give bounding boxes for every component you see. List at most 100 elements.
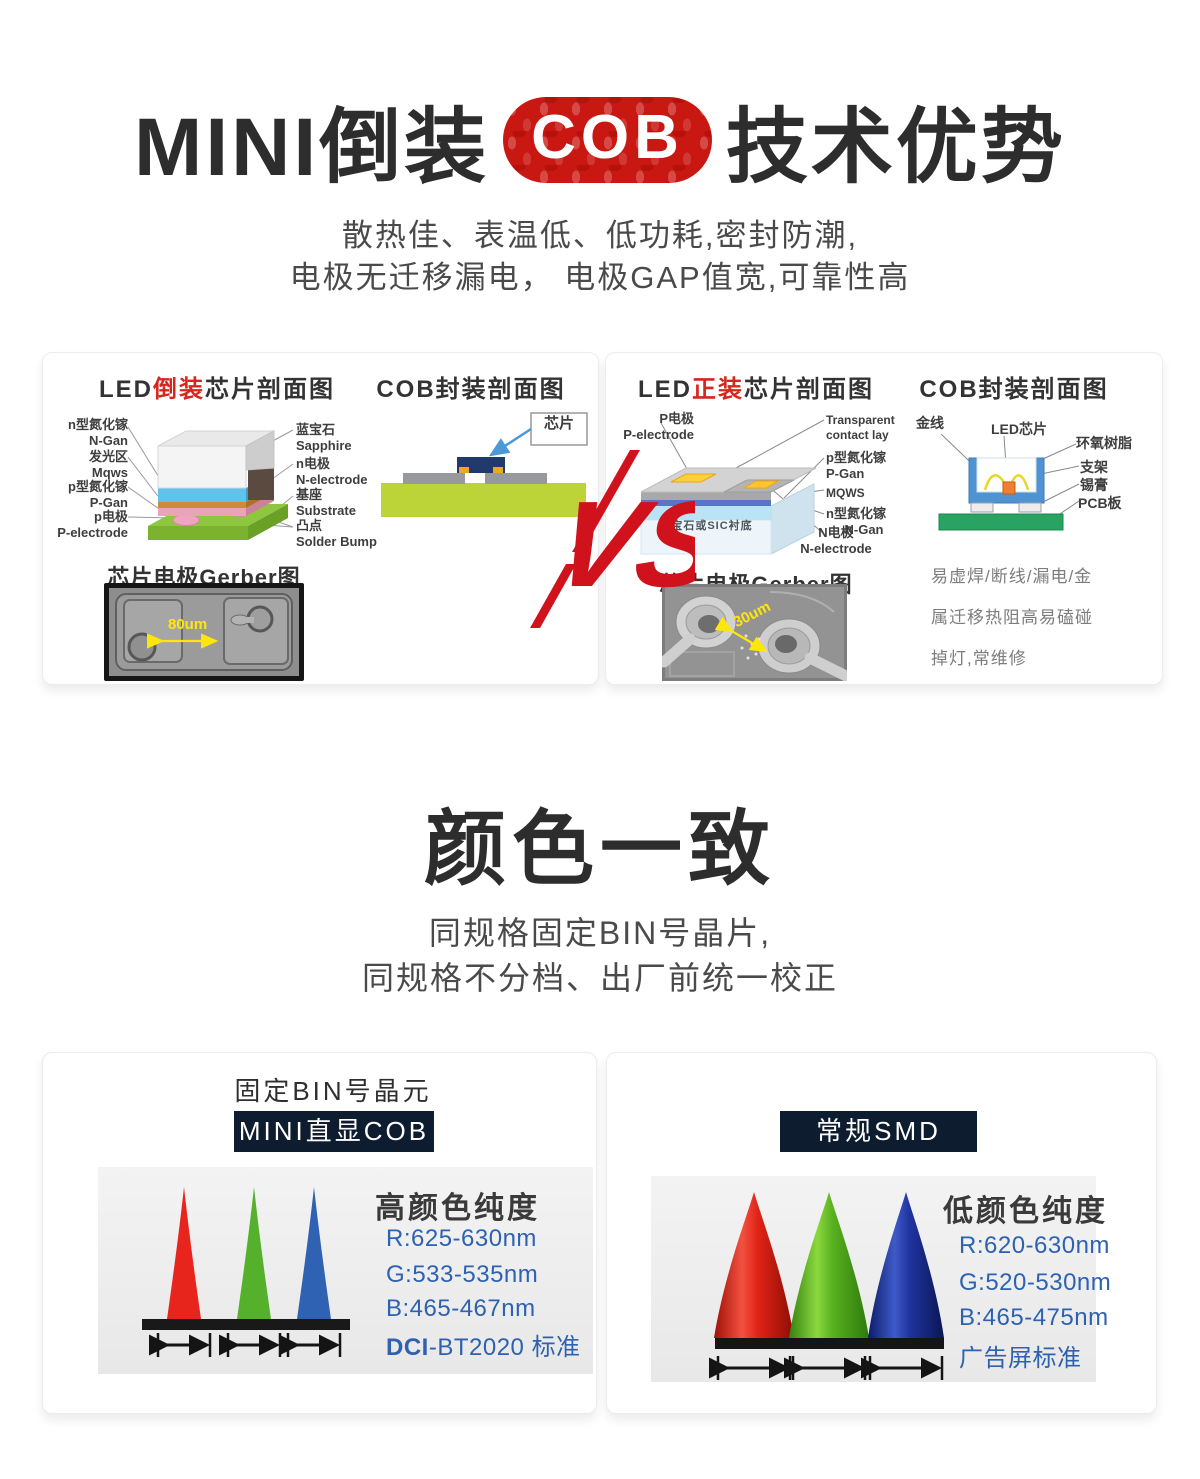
flip-chip-diagram bbox=[128, 426, 294, 540]
smd-spec-g: G:520-530nm bbox=[959, 1269, 1112, 1296]
label-face-mqws: MQWS bbox=[826, 486, 865, 500]
flip-chip-title-pre: LED bbox=[99, 376, 153, 403]
label-p-gan-cn: p型氮化镓 bbox=[68, 479, 128, 494]
title-prefix: MINI倒装 bbox=[134, 102, 490, 193]
cob-badge: COB bbox=[503, 97, 712, 183]
label-sapphire-cn: 蓝宝石 bbox=[296, 422, 336, 437]
label-substrate: 基座 Substrate bbox=[296, 487, 406, 519]
cob-standard-rest: -BT2020 标准 bbox=[428, 1334, 581, 1361]
label-sapphire-en: Sapphire bbox=[296, 438, 352, 453]
face-cob-diagram bbox=[938, 433, 1080, 531]
smd-badge: 常规SMD bbox=[780, 1111, 977, 1152]
label-face-p-gan-cn: p型氮化镓 bbox=[826, 450, 886, 465]
cob-spec-g: G:533-535nm bbox=[386, 1261, 539, 1288]
page-title: MINI倒装 COB 技术优势 bbox=[0, 80, 1200, 199]
face-gerber-image: 30um bbox=[662, 584, 847, 681]
label-bracket: 支架 bbox=[1080, 459, 1108, 475]
label-sapphire: 蓝宝石 Sapphire bbox=[296, 422, 406, 454]
face-chip-diagram bbox=[640, 419, 825, 555]
face-chip-title-pre: LED bbox=[638, 376, 692, 403]
label-substrate-en: Substrate bbox=[296, 503, 356, 518]
bin-heading: 固定BIN号晶元 bbox=[234, 1076, 432, 1106]
title-suffix: 技术优势 bbox=[725, 102, 1066, 193]
face-note-line3: 掉灯,常维修 bbox=[931, 649, 1027, 668]
flip-chip-title: LED倒装芯片剖面图 bbox=[87, 369, 347, 404]
label-epoxy: 环氧树脂 bbox=[1076, 435, 1132, 451]
cob-spectrum-chart bbox=[142, 1187, 350, 1357]
label-face-n-electrode: N电极 N-electrode bbox=[791, 525, 881, 557]
flip-gerber-measure: 80um bbox=[168, 616, 207, 633]
label-face-tcl-line2: contact lay bbox=[826, 428, 889, 442]
label-face-n-electrode-cn: N电极 bbox=[818, 525, 854, 540]
flip-cob-title: COB封装剖面图 bbox=[376, 376, 566, 403]
label-face-p-electrode-en: P-electrode bbox=[623, 427, 694, 442]
flip-gerber-image: 80um bbox=[104, 583, 304, 681]
smd-spec-b: B:465-475nm bbox=[959, 1304, 1109, 1331]
label-mqws-cn: 发光区 bbox=[88, 449, 128, 464]
label-face-tcl-line1: Transparent bbox=[826, 413, 895, 427]
cob-spectrum-area: 高颜色纯度 R:625-630nm G:533-535nm B:465-467n… bbox=[98, 1167, 593, 1374]
label-solder-bump-cn: 凸点 bbox=[296, 518, 323, 533]
section2-title: 颜色一致 bbox=[423, 804, 776, 895]
subtitle-line2: 电极无迁移漏电， 电极GAP值宽,可靠性高 bbox=[289, 260, 911, 295]
face-chip-title-em: 正装 bbox=[692, 376, 744, 403]
label-face-substrate: 蓝宝石或SIC衬底 bbox=[659, 520, 753, 532]
face-note-line1: 易虚焊/断线/漏电/金 bbox=[931, 567, 1093, 586]
face-chip-title: LED正装芯片剖面图 bbox=[626, 369, 886, 404]
label-n-electrode: n电极 N-electrode bbox=[296, 456, 406, 488]
card-regular-smd: 常规SMD bbox=[606, 1052, 1157, 1414]
section2-subtitle2: 同规格不分档、出厂前统一校正 bbox=[361, 960, 838, 996]
label-p-electrode: p电极 P-electrode bbox=[48, 509, 128, 541]
label-face-n-electrode-en: N-electrode bbox=[800, 541, 872, 556]
section2-subtitle1: 同规格固定BIN号晶片, bbox=[428, 915, 772, 951]
smd-spectrum-area: 低颜色纯度 R:620-630nm G:520-530nm B:465-475n… bbox=[651, 1176, 1111, 1382]
smd-purity-title: 低颜色纯度 bbox=[943, 1195, 1108, 1228]
face-cob-title: COB封装剖面图 bbox=[919, 376, 1109, 403]
label-face-p-electrode-cn: P电极 bbox=[659, 411, 694, 426]
smd-spec-r: R:620-630nm bbox=[959, 1232, 1110, 1259]
face-note-line2: 属迁移热阻高易磕碰 bbox=[931, 608, 1093, 627]
cob-standard: DCI-BT2020 标准 bbox=[386, 1327, 581, 1362]
label-mqws: 发光区 Mqws bbox=[48, 449, 128, 481]
label-n-gan-cn: n型氮化镓 bbox=[68, 417, 128, 432]
label-solder-bump: 凸点 Solder Bump bbox=[296, 518, 406, 550]
label-face-n-gan: n型氮化镓 N-Gan bbox=[826, 506, 936, 538]
label-pcb: PCB板 bbox=[1078, 495, 1122, 511]
label-n-gan: n型氮化镓 N-Gan bbox=[48, 417, 128, 449]
cob-purity-title: 高颜色纯度 bbox=[375, 1192, 540, 1225]
label-face-p-gan-en: P-Gan bbox=[826, 466, 865, 481]
flip-chip-title-post: 芯片剖面图 bbox=[205, 376, 335, 403]
smd-spectrum-chart bbox=[709, 1192, 944, 1380]
smd-standard: 广告屏标准 bbox=[959, 1345, 1082, 1372]
label-n-electrode-en: N-electrode bbox=[296, 472, 368, 487]
cob-spec-r: R:625-630nm bbox=[386, 1225, 537, 1252]
label-p-gan: p型氮化镓 P-Gan bbox=[48, 479, 128, 511]
face-note: 易虚焊/断线/漏电/金 属迁移热阻高易磕碰 掉灯,常维修 bbox=[931, 556, 1141, 679]
label-p-gan-en: P-Gan bbox=[89, 495, 128, 510]
label-gold-wire: 金线 bbox=[916, 415, 944, 431]
card-face-up-chip: LED正装芯片剖面图 COB封装剖面图 蓝宝石或SIC衬底 bbox=[605, 352, 1163, 685]
label-led-chip: LED芯片 bbox=[991, 421, 1047, 437]
card-mini-cob: 固定BIN号晶元 MINI直显COB 高颜色纯度 bbox=[42, 1052, 597, 1414]
label-face-p-electrode: P电极 P-electrode bbox=[606, 411, 694, 443]
face-chip-title-post: 芯片剖面图 bbox=[744, 376, 874, 403]
mini-cob-badge: MINI直显COB bbox=[234, 1111, 434, 1152]
label-solder-paste: 锡膏 bbox=[1080, 477, 1108, 493]
card-flip-chip: LED倒装芯片剖面图 COB封装剖面图 bbox=[42, 352, 599, 685]
label-p-electrode-en: P-electrode bbox=[57, 525, 128, 540]
subtitle-line1: 散热佳、表温低、低功耗,密封防潮, bbox=[341, 218, 859, 253]
cob-standard-bold: DCI bbox=[386, 1334, 429, 1361]
flip-chip-title-em: 倒装 bbox=[153, 376, 205, 403]
label-n-gan-en: N-Gan bbox=[89, 433, 128, 448]
cob-spec-b: B:465-467nm bbox=[386, 1295, 536, 1322]
label-substrate-cn: 基座 bbox=[296, 487, 323, 502]
label-face-tcl: Transparent contact lay bbox=[826, 413, 936, 443]
label-p-electrode-cn: p电极 bbox=[94, 509, 128, 524]
label-face-n-gan-cn: n型氮化镓 bbox=[826, 506, 886, 521]
flip-cob-chip-label: 芯片 bbox=[543, 415, 574, 432]
label-n-electrode-cn: n电极 bbox=[296, 456, 330, 471]
label-face-n-gan-en: N-Gan bbox=[844, 522, 884, 537]
flip-cob-diagram bbox=[381, 412, 588, 517]
label-mqws-en: Mqws bbox=[91, 465, 128, 480]
